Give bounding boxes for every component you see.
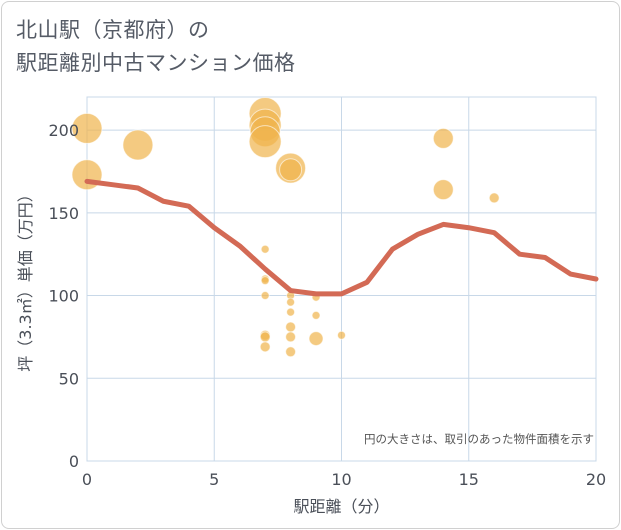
y-axis-label: 坪（3.3㎡）単価（万円） [16,186,35,371]
bubble-point [248,125,282,159]
bubble-point [286,297,296,307]
y-tick-label: 100 [48,287,79,306]
chart-title: 北山駅（京都府）の 駅距離別中古マンション価格 [16,14,296,80]
y-tick-label: 200 [48,121,79,140]
bubble-point [260,244,270,254]
y-tick-label: 150 [48,204,79,223]
bubble-point [279,158,303,182]
x-tick-label: 0 [82,470,92,489]
y-tick-label: 0 [69,452,79,471]
x-tick-label: 20 [586,470,606,489]
bubble-point [259,331,271,343]
bubble-point [260,276,270,286]
chart-title-line2: 駅距離別中古マンション価格 [16,51,296,75]
bubble-point [432,127,454,149]
bubble-point [285,346,297,358]
bubble-point [260,291,270,301]
bubble-point [259,341,271,353]
bubble-point [285,321,297,333]
x-axis-label: 駅距離（分） [293,497,389,516]
average-price-line [84,178,599,297]
size-note: 円の大きさは、取引のあった物件面積を示す [364,432,594,446]
x-tick-label: 5 [209,470,219,489]
bubble-point [285,331,297,343]
tick-layer: 0 50 100 150 200 0 5 10 15 20 [48,121,606,489]
bubble-point [337,330,346,340]
chart-title-line1: 北山駅（京都府）の [16,18,210,42]
y-tick-label: 50 [59,369,79,388]
bubble-point [286,307,296,317]
grid [86,96,597,462]
line-layer [84,178,599,297]
bubble-point [311,310,321,320]
bubble-point [432,179,454,201]
bubble-point [308,331,324,347]
bubble-point [122,129,154,161]
x-tick-label: 10 [331,470,351,489]
bubble-point [488,192,500,204]
bubble-point [71,112,103,144]
x-tick-label: 15 [459,470,479,489]
